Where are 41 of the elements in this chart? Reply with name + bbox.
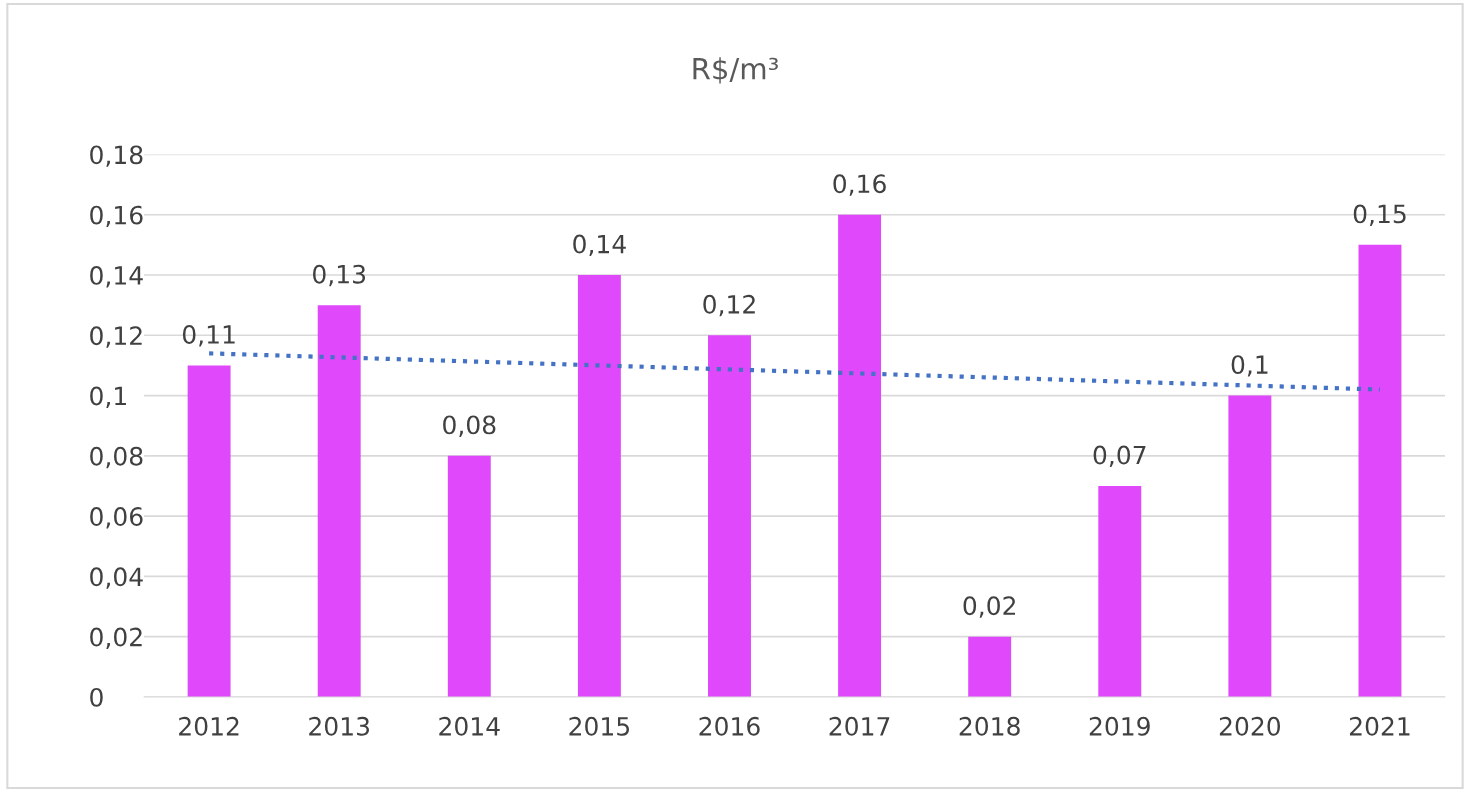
x-tick-label: 2018 [959,716,1020,736]
data-label: 0,1 [1231,355,1268,377]
y-tick-label: 0,1 [90,386,126,408]
data-label: 0,14 [573,234,626,257]
x-tick-label: 2020 [1219,716,1281,736]
x-tick-label: 2014 [439,716,500,736]
x-tick-label: 2012 [179,716,239,736]
chart-title: R$/m³ [693,57,778,84]
bar [577,275,621,697]
y-tick-label: 0,06 [90,507,143,529]
bar [708,335,751,697]
x-tick-label: 2019 [1089,716,1150,736]
bar [968,636,1012,697]
y-tick-label: 0,08 [90,446,143,469]
y-tick-label: 0,16 [90,205,143,228]
bar [317,305,361,697]
data-label: 0,02 [963,596,1016,618]
x-tick-label: 2016 [699,716,760,736]
data-label: 0,08 [443,415,496,437]
x-tick-label: 2015 [569,716,630,736]
y-tick-label: 0,02 [90,627,142,650]
y-tick-label: 0,04 [90,567,143,589]
y-tick-label: 0 [90,687,103,707]
x-tick-label: 2021 [1349,716,1410,736]
data-label: 0,13 [313,264,366,287]
bar [838,214,882,697]
bar [1098,485,1142,697]
y-tick-label: 0,14 [90,265,143,288]
x-tick-label: 2017 [829,716,890,736]
x-tick-label: 2013 [309,716,370,736]
data-label: 0,11 [182,325,235,347]
bar [1358,244,1402,697]
bar [447,455,491,697]
data-label: 0,07 [1093,445,1146,468]
data-label: 0,16 [833,174,886,196]
y-tick-label: 0,18 [90,145,143,167]
data-label: 0,15 [1353,204,1406,226]
data-label: 0,12 [703,294,755,317]
y-tick-label: 0,12 [90,326,142,348]
bar [187,365,231,697]
bar [1228,395,1272,697]
